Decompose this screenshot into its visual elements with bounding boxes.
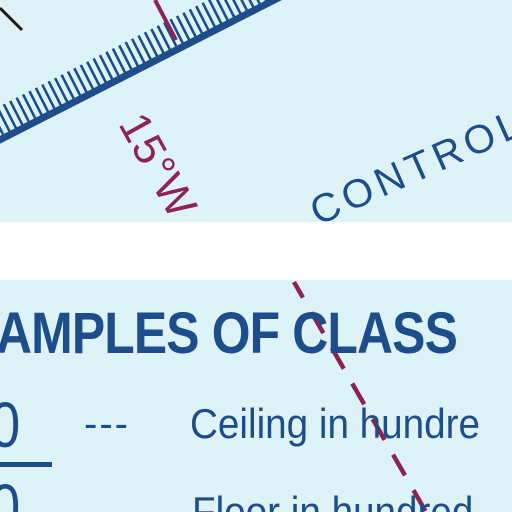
- boundary-tick: [182, 12, 198, 39]
- boundary-tick: [21, 93, 37, 120]
- boundary-tick: [111, 48, 127, 75]
- legend-ceiling-dash: ---: [84, 402, 130, 446]
- boundary-tick: [169, 18, 185, 45]
- boundary-tick: [163, 21, 179, 48]
- boundary-tick: [47, 80, 63, 107]
- boundary-tick: [92, 57, 108, 84]
- legend-separator-band: [0, 222, 512, 280]
- boundary-tick: [223, 0, 236, 19]
- airspace-boundary-ticked: [0, 0, 283, 144]
- boundary-tick: [0, 125, 5, 137]
- boundary-tick: [207, 0, 223, 26]
- legend-ceiling-text: Ceiling in hundre: [190, 400, 481, 447]
- boundary-tick: [34, 87, 50, 114]
- boundary-tick: [156, 25, 172, 52]
- boundary-tick: [143, 31, 159, 58]
- boundary-tick: [28, 90, 44, 117]
- boundary-tick: [9, 100, 25, 127]
- boundary-tick: [124, 41, 140, 68]
- boundary-tick: [232, 0, 243, 16]
- boundary-tick: [53, 77, 69, 104]
- boundary-tick: [188, 8, 204, 35]
- legend-title: AMPLES OF CLASS: [0, 301, 458, 366]
- legend-ceiling-value: 0: [0, 388, 20, 462]
- boundary-tick: [98, 54, 114, 81]
- boundary-tick: [240, 0, 249, 13]
- boundary-tick: [118, 44, 134, 71]
- boundary-tick: [2, 103, 18, 130]
- legend-floor-text: Floor in hundred: [192, 488, 474, 512]
- boundary-tick: [66, 70, 82, 98]
- boundary-tick: [60, 74, 76, 101]
- boundary-tick: [105, 51, 121, 78]
- boundary-tick: [248, 0, 256, 9]
- boundary-tick: [195, 5, 211, 32]
- boundary-tick: [86, 61, 102, 88]
- thin-black-line: [0, 6, 24, 32]
- legend-floor-value: 0: [0, 470, 20, 512]
- legend-value-divider: [0, 462, 52, 467]
- boundary-tick: [73, 67, 89, 94]
- boundary-tick: [41, 83, 57, 111]
- boundary-tick: [79, 64, 95, 91]
- boundary-tick: [201, 2, 217, 29]
- boundary-tick: [256, 0, 262, 6]
- boundary-tick: [137, 34, 153, 62]
- boundary-tick: [0, 109, 12, 134]
- boundary-tick: [150, 28, 166, 55]
- boundary-tick: [130, 38, 146, 65]
- boundary-tick: [215, 0, 230, 22]
- boundary-tick: [15, 97, 31, 124]
- boundary-tick: [175, 15, 191, 42]
